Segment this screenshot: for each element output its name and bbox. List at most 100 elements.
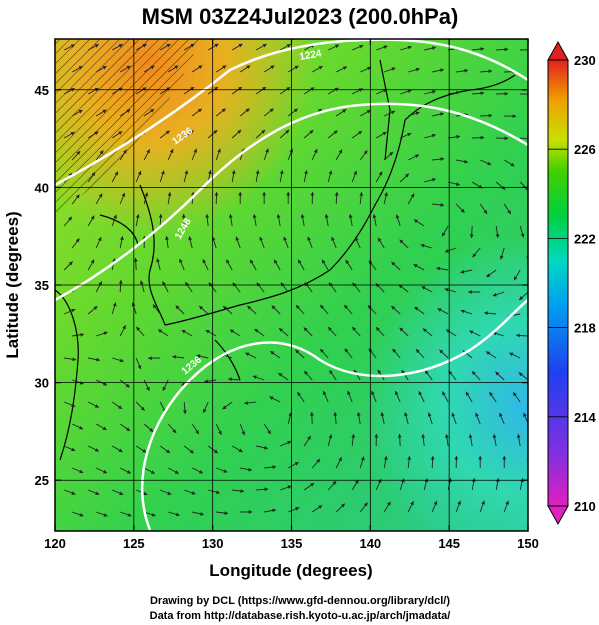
wind-arrowhead (421, 286, 426, 290)
wind-arrowhead (495, 234, 500, 238)
wind-arrowhead (514, 276, 518, 281)
wind-arrowhead (94, 448, 99, 452)
wind-arrowhead (502, 456, 507, 460)
wind-arrowhead (137, 365, 142, 370)
wind-arrowhead (214, 87, 218, 91)
y-tick-label: 45 (35, 83, 49, 98)
wind-arrowhead (376, 327, 380, 332)
wind-arrowhead (272, 508, 276, 513)
wind-arrowhead (440, 112, 444, 116)
wind-arrowhead (420, 243, 425, 248)
wind-arrowhead (304, 170, 308, 175)
wind-arrowhead (214, 43, 219, 48)
wind-arrowhead (442, 391, 446, 396)
wind-arrowhead (270, 65, 275, 70)
wind-arrowhead (431, 133, 436, 138)
wind-arrowhead (264, 445, 268, 450)
wind-arrowhead (140, 406, 145, 411)
wind-arrowhead (386, 501, 391, 506)
wind-arrowhead (72, 357, 77, 362)
wind-arrowhead (320, 304, 325, 309)
wind-arrowhead (245, 108, 250, 113)
wind-arrowhead (79, 469, 84, 474)
wind-arrowhead (392, 348, 397, 353)
wind-arrowhead (359, 44, 364, 49)
wind-arrowhead (530, 501, 534, 505)
wind-arrowhead (487, 161, 492, 166)
wind-arrowhead (229, 329, 234, 334)
wind-arrowhead (118, 405, 123, 409)
wind-arrowhead (196, 354, 201, 358)
wind-arrowhead (238, 448, 243, 452)
wind-arrowhead (125, 383, 130, 388)
wind-arrowhead (391, 110, 396, 115)
wind-arrowhead (413, 219, 418, 224)
wind-arrowhead (344, 304, 349, 309)
wind-arrowhead (322, 391, 327, 396)
wind-arrowhead (505, 500, 509, 505)
wind-arrowhead (98, 281, 102, 286)
wind-arrowhead (221, 108, 226, 113)
wind-arrowhead (294, 65, 299, 70)
wind-arrowhead (414, 307, 419, 311)
wind-arrowhead (71, 308, 76, 313)
wind-arrowhead (451, 412, 456, 417)
wind-arrowhead (537, 115, 541, 119)
wind-arrowhead (269, 108, 274, 113)
wind-arrowhead (102, 66, 107, 70)
wind-arrowhead (469, 330, 474, 335)
x-axis-label: Longitude (degrees) (209, 561, 372, 580)
wind-arrowhead (148, 356, 152, 361)
wind-arrowhead (241, 431, 246, 436)
wind-arrowhead (136, 326, 141, 331)
wind-arrowhead (366, 110, 371, 114)
wind-arrowhead (78, 66, 83, 70)
wind-arrowhead (146, 386, 150, 391)
wind-arrowhead (468, 434, 473, 438)
wind-arrowhead (91, 172, 96, 177)
y-tick-label: 30 (35, 376, 49, 391)
wind-arrowhead (126, 427, 131, 431)
wind-arrowhead (501, 185, 506, 190)
wind-arrowhead (270, 351, 275, 355)
wind-arrowhead (484, 311, 488, 316)
wind-arrowhead (442, 232, 446, 237)
wind-arrowhead (199, 306, 204, 310)
wind-arrowhead (295, 349, 300, 354)
wind-arrowhead (340, 503, 345, 508)
wind-arrowhead (444, 249, 449, 253)
wind-arrowhead (338, 149, 343, 154)
y-axis: 25 30 35 40 45 (35, 83, 528, 488)
wind-arrowhead (404, 412, 408, 417)
wind-arrowhead (118, 448, 123, 452)
wind-arrowhead (244, 401, 248, 405)
wind-arrowhead (504, 136, 509, 141)
wind-arrowhead (534, 163, 538, 167)
wind-arrowhead (486, 273, 491, 277)
wind-arrowhead (122, 325, 126, 330)
wind-arrowhead (197, 108, 202, 113)
wind-arrowhead (254, 328, 259, 333)
colorbar-label: 214 (574, 410, 596, 425)
wind-arrowhead (295, 507, 300, 511)
grid-lines (55, 39, 528, 531)
wind-arrowhead (382, 131, 387, 136)
wind-arrowhead (90, 215, 95, 220)
wind-arrowhead (310, 87, 315, 92)
wind-arrowhead (181, 214, 186, 218)
wind-arrowhead (401, 370, 406, 374)
wind-arrowhead (97, 237, 102, 242)
wind-arrowhead (222, 65, 227, 70)
wind-arrowhead (415, 111, 420, 116)
wind-arrowhead (228, 214, 233, 218)
wind-arrowhead (480, 135, 485, 140)
wind-arrowhead (102, 109, 107, 114)
wind-arrowhead (351, 434, 356, 438)
wind-arrowhead (481, 500, 485, 505)
wind-arrowhead (499, 412, 503, 417)
wind-arrowhead (166, 43, 171, 48)
wind-arrow (527, 204, 528, 205)
wind-arrow (527, 511, 528, 512)
wind-arrowhead (174, 470, 179, 474)
wind-arrowhead (259, 236, 263, 241)
